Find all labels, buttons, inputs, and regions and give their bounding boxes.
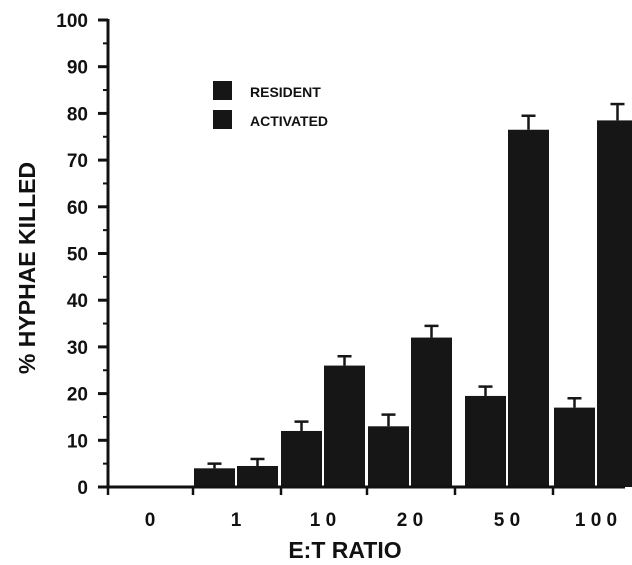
bars	[194, 120, 632, 487]
y-tick-label: 20	[67, 385, 88, 406]
x-tick-label: 2 0	[397, 510, 423, 531]
y-axis-ticks: 0 10 20 30 40 50 60 70 80 90 100	[56, 11, 108, 499]
y-tick-label: 0	[77, 478, 88, 499]
y-tick-label: 90	[67, 58, 88, 79]
bar-resident-4	[465, 395, 506, 487]
x-axis-tick-labels: 0 1 1 0 2 0 5 0 1 0 0	[106, 487, 617, 531]
y-tick-label: 40	[67, 291, 88, 312]
y-tick-label: 50	[67, 245, 88, 266]
y-tick-label: 60	[67, 198, 88, 219]
bar-activated-4	[508, 129, 549, 487]
x-tick-label: 5 0	[494, 510, 520, 531]
bar-resident-2	[281, 430, 322, 487]
bar-activated-5	[597, 120, 632, 487]
x-tick-label: 1 0	[310, 510, 336, 531]
bar-activated-1	[237, 465, 278, 487]
y-tick-label: 70	[67, 151, 88, 172]
legend: RESIDENT ACTIVATED	[213, 81, 328, 129]
bar-resident-1	[194, 468, 235, 487]
x-tick-label: 1	[231, 510, 242, 531]
y-tick-label: 30	[67, 338, 88, 359]
y-tick-label: 80	[67, 104, 88, 125]
y-axis-title: % HYPHAE KILLED	[14, 162, 40, 374]
legend-label-resident: RESIDENT	[250, 84, 321, 100]
x-axis-title: E:T RATIO	[288, 537, 401, 563]
error-bars	[207, 102, 625, 469]
bar-resident-3	[368, 426, 409, 487]
y-tick-label: 100	[56, 11, 88, 32]
bar-activated-2	[324, 365, 365, 487]
x-tick-label: 1 0 0	[575, 510, 617, 531]
legend-label-activated: ACTIVATED	[250, 113, 328, 129]
legend-swatch-resident	[213, 81, 232, 100]
y-tick-label: 10	[67, 431, 88, 452]
legend-swatch-activated	[213, 110, 232, 129]
bar-resident-5	[554, 407, 595, 487]
bar-activated-3	[411, 337, 452, 487]
x-tick-label: 0	[145, 510, 156, 531]
